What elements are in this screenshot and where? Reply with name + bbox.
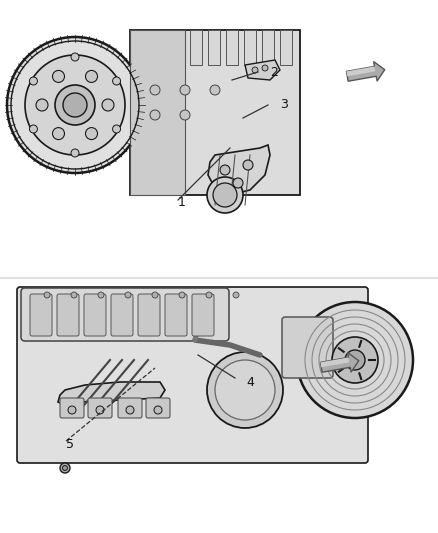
FancyBboxPatch shape bbox=[30, 294, 52, 336]
Circle shape bbox=[68, 406, 76, 414]
Polygon shape bbox=[321, 352, 359, 372]
Bar bbox=[190, 30, 202, 65]
Bar bbox=[130, 30, 185, 195]
Text: 5: 5 bbox=[66, 439, 74, 451]
Circle shape bbox=[125, 292, 131, 298]
Circle shape bbox=[207, 177, 243, 213]
Circle shape bbox=[262, 65, 268, 71]
Circle shape bbox=[345, 350, 365, 370]
Polygon shape bbox=[245, 60, 280, 80]
Circle shape bbox=[233, 178, 243, 188]
Circle shape bbox=[207, 352, 283, 428]
Circle shape bbox=[63, 93, 87, 117]
Text: 2: 2 bbox=[270, 66, 278, 78]
Circle shape bbox=[85, 70, 98, 83]
Polygon shape bbox=[58, 382, 165, 405]
Circle shape bbox=[210, 85, 220, 95]
Circle shape bbox=[63, 465, 67, 471]
Polygon shape bbox=[346, 61, 385, 81]
Circle shape bbox=[96, 406, 104, 414]
Bar bbox=[130, 30, 300, 195]
Circle shape bbox=[36, 99, 48, 111]
Circle shape bbox=[29, 125, 37, 133]
Circle shape bbox=[60, 463, 70, 473]
Circle shape bbox=[113, 77, 120, 85]
Circle shape bbox=[98, 292, 104, 298]
FancyBboxPatch shape bbox=[146, 398, 170, 418]
FancyBboxPatch shape bbox=[84, 294, 106, 336]
Circle shape bbox=[71, 53, 79, 61]
Bar bbox=[262, 30, 274, 65]
Circle shape bbox=[206, 292, 212, 298]
Circle shape bbox=[213, 183, 237, 207]
Circle shape bbox=[180, 85, 190, 95]
Circle shape bbox=[71, 149, 79, 157]
Circle shape bbox=[180, 110, 190, 120]
FancyBboxPatch shape bbox=[111, 294, 133, 336]
FancyBboxPatch shape bbox=[17, 287, 368, 463]
FancyBboxPatch shape bbox=[88, 398, 112, 418]
FancyBboxPatch shape bbox=[118, 398, 142, 418]
Circle shape bbox=[243, 160, 253, 170]
Circle shape bbox=[102, 99, 114, 111]
Circle shape bbox=[126, 406, 134, 414]
Bar bbox=[208, 30, 220, 65]
Bar bbox=[226, 30, 238, 65]
Circle shape bbox=[233, 292, 239, 298]
Circle shape bbox=[220, 165, 230, 175]
FancyBboxPatch shape bbox=[282, 317, 333, 378]
Circle shape bbox=[152, 292, 158, 298]
Bar bbox=[244, 30, 256, 65]
Polygon shape bbox=[346, 67, 375, 76]
FancyBboxPatch shape bbox=[138, 294, 160, 336]
Circle shape bbox=[53, 127, 64, 140]
Circle shape bbox=[55, 85, 95, 125]
Circle shape bbox=[44, 292, 50, 298]
Circle shape bbox=[85, 127, 98, 140]
Circle shape bbox=[179, 292, 185, 298]
FancyBboxPatch shape bbox=[60, 398, 84, 418]
Circle shape bbox=[25, 55, 125, 155]
FancyBboxPatch shape bbox=[192, 294, 214, 336]
Circle shape bbox=[297, 302, 413, 418]
Circle shape bbox=[332, 337, 378, 383]
Polygon shape bbox=[321, 358, 350, 367]
Text: 4: 4 bbox=[246, 376, 254, 389]
FancyBboxPatch shape bbox=[165, 294, 187, 336]
Circle shape bbox=[29, 77, 37, 85]
FancyBboxPatch shape bbox=[57, 294, 79, 336]
Circle shape bbox=[71, 292, 77, 298]
Circle shape bbox=[7, 37, 143, 173]
Circle shape bbox=[154, 406, 162, 414]
Circle shape bbox=[150, 85, 160, 95]
Text: 3: 3 bbox=[280, 99, 288, 111]
Circle shape bbox=[53, 70, 64, 83]
Text: 1: 1 bbox=[178, 197, 186, 209]
Circle shape bbox=[215, 360, 275, 420]
FancyBboxPatch shape bbox=[21, 288, 229, 341]
Bar bbox=[280, 30, 292, 65]
Polygon shape bbox=[208, 145, 270, 195]
Circle shape bbox=[150, 110, 160, 120]
Circle shape bbox=[113, 125, 120, 133]
Circle shape bbox=[252, 67, 258, 73]
